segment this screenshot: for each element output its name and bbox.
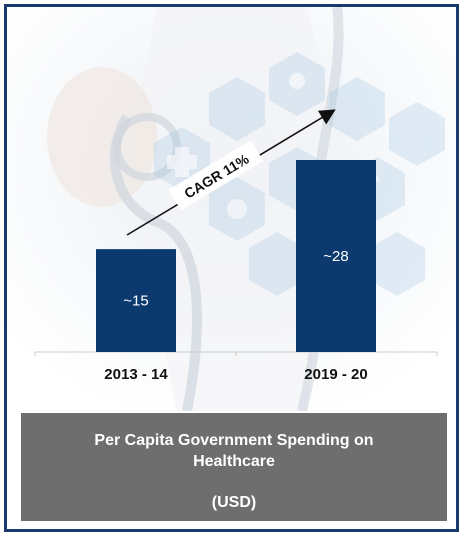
bar-value-label: ~15 bbox=[123, 293, 148, 310]
cagr-annotation: CAGR 11% bbox=[168, 140, 264, 211]
chart-title: Per Capita Government Spending on Health… bbox=[94, 432, 374, 470]
bar-chart: ~15 ~28 2013 - 14 2019 - 20 CAGR 11% bbox=[34, 109, 438, 383]
bar-value-label: ~28 bbox=[323, 248, 348, 265]
chart-frame: ~15 ~28 2013 - 14 2019 - 20 CAGR 11% Per C… bbox=[4, 4, 459, 532]
bar-2 bbox=[296, 160, 376, 352]
x-tick-label: 2013 - 14 bbox=[104, 366, 168, 383]
chart-caption-box: Per Capita Government Spending on Health… bbox=[21, 413, 447, 521]
chart-unit-label: (USD) bbox=[211, 494, 257, 511]
bar-1 bbox=[96, 249, 176, 352]
x-tick-label: 2019 - 20 bbox=[304, 366, 367, 383]
medical-background-illustration bbox=[7, 7, 456, 411]
